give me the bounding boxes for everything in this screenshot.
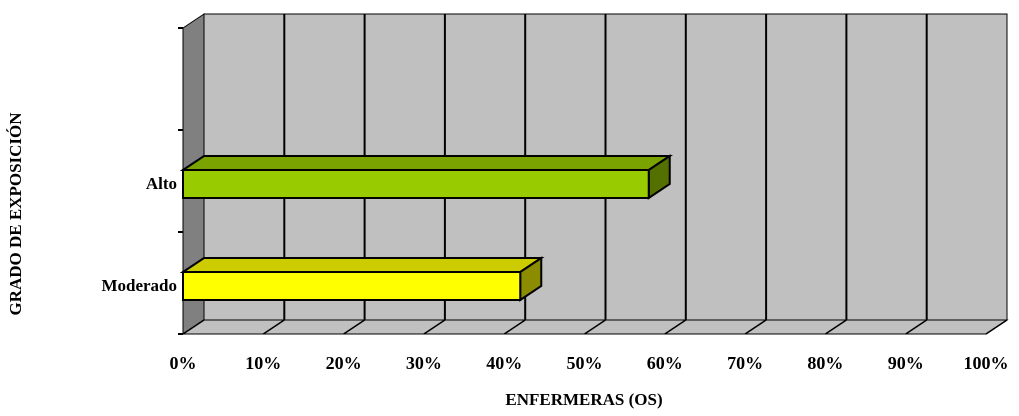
bar-top-face (179, 257, 545, 273)
floor-gridline (905, 319, 928, 335)
y-axis-labels: Moderado Alto (101, 174, 177, 295)
floor-gridline (423, 319, 446, 335)
x-tick-label: 40% (486, 353, 522, 373)
x-tick-label: 80% (807, 353, 843, 373)
bars (179, 154, 674, 302)
floor-gridline (182, 319, 205, 335)
bar-alto (179, 154, 674, 200)
x-tick-label: 60% (647, 353, 683, 373)
x-tick-label: 30% (406, 353, 442, 373)
x-tick-label: 20% (326, 353, 362, 373)
floor-gridline (824, 319, 847, 335)
x-axis-title: ENFERMERAS (OS) (505, 390, 662, 409)
y-axis-title: GRADO DE EXPOSICIÓN (6, 112, 25, 316)
bar-front-face (182, 169, 650, 199)
y-tick-label: Moderado (101, 276, 177, 295)
floor-gridline (744, 319, 767, 335)
floor-gridline (262, 319, 285, 335)
x-tick-label: 100% (964, 353, 1009, 373)
bar-top-face (179, 155, 674, 171)
bar-front-face (182, 271, 522, 301)
x-tick-label: 90% (888, 353, 924, 373)
x-tick-label: 0% (170, 353, 197, 373)
x-tick-label: 70% (727, 353, 763, 373)
floor-gridline (584, 319, 606, 335)
floor-gridline (664, 319, 687, 335)
floor-gridline (503, 319, 526, 335)
floor-gridline (985, 319, 1008, 335)
x-axis-ticks: 0% 10% 20% 30% 40% 50% 60% 70% 80% 90% 100% (170, 353, 1009, 373)
x-tick-label: 50% (567, 353, 603, 373)
bar-moderado (179, 256, 545, 302)
x-tick-label: 10% (245, 353, 281, 373)
y-axis-ticks (178, 27, 183, 335)
y-tick-label: Alto (146, 174, 177, 193)
floor-gridline (343, 319, 366, 335)
